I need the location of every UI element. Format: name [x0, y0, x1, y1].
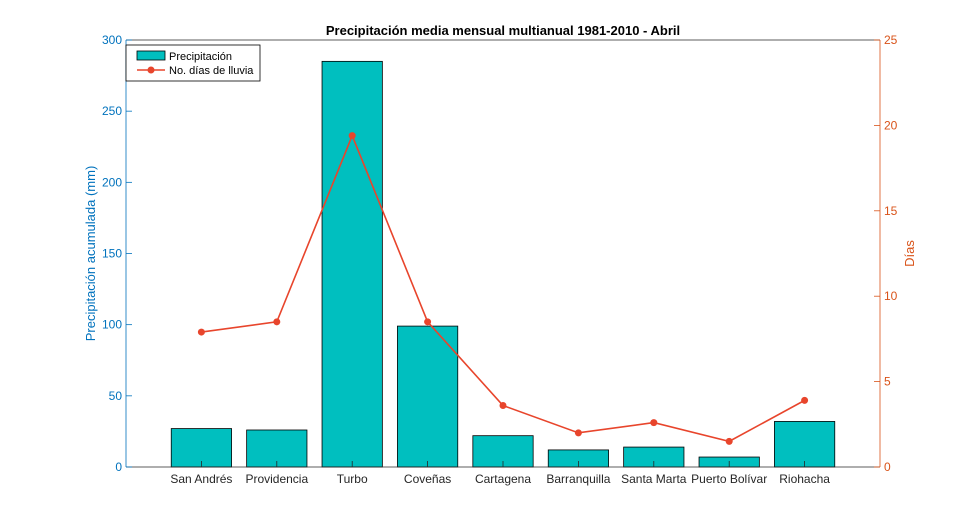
line-series-group: [197, 132, 809, 445]
y-tick-label-left-1: 50: [109, 389, 123, 403]
legend: Precipitación No. días de lluvia: [125, 44, 261, 82]
bar-2: [321, 60, 383, 468]
bars-group: [170, 60, 836, 468]
y-axis-label-right: Días: [902, 240, 917, 267]
x-tick-label-1: Providencia: [245, 472, 308, 486]
dias-point-0: [197, 328, 205, 336]
dias-point-2: [348, 132, 356, 140]
y-tick-label-left-5: 250: [102, 104, 122, 118]
y-axis-label-left: Precipitación acumulada (mm): [83, 166, 98, 342]
dias-point-1: [273, 318, 281, 326]
x-tick-label-8: Riohacha: [779, 472, 830, 486]
axes-group: 0 50 100 150 200 250 300 0 5 10 15 20 25 San Andrés Pr…: [102, 33, 898, 486]
dias-point-3: [424, 318, 432, 326]
dias-point-7: [725, 437, 733, 445]
x-tick-label-2: Turbo: [337, 472, 368, 486]
dias-point-5: [574, 429, 582, 437]
bar-3: [397, 325, 459, 468]
y-tick-label-left-6: 300: [102, 33, 122, 47]
legend-label-precipitacion: Precipitación: [169, 51, 232, 63]
y-tick-label-right-5: 25: [884, 33, 898, 47]
y-tick-label-left-2: 100: [102, 318, 122, 332]
x-tick-label-5: Barranquilla: [546, 472, 610, 486]
dias-point-8: [801, 396, 809, 404]
y-tick-label-left-0: 0: [115, 460, 122, 474]
x-tick-label-4: Cartagena: [475, 472, 531, 486]
legend-line-marker: [147, 66, 155, 74]
y-tick-label-left-3: 150: [102, 247, 122, 261]
dias-point-4: [499, 402, 507, 410]
legend-bar-swatch: [136, 50, 166, 61]
x-tick-label-3: Coveñas: [404, 472, 451, 486]
legend-label-dias: No. días de lluvia: [169, 65, 254, 77]
y-tick-label-right-4: 20: [884, 118, 898, 132]
bar-8: [774, 421, 836, 468]
y-tick-label-left-4: 200: [102, 175, 122, 189]
x-tick-label-7: Puerto Bolívar: [691, 472, 767, 486]
y-tick-label-right-2: 10: [884, 289, 898, 303]
chart-title: Precipitación media mensual multianual 1…: [326, 23, 680, 38]
bar-1: [246, 429, 308, 468]
x-tick-label-0: San Andrés: [170, 472, 232, 486]
y-tick-label-right-1: 5: [884, 375, 891, 389]
y-tick-label-right-0: 0: [884, 460, 891, 474]
dias-lluvia-line: [201, 133, 805, 443]
y-tick-label-right-3: 15: [884, 204, 898, 218]
x-tick-label-6: Santa Marta: [621, 472, 687, 486]
bar-0: [170, 428, 232, 468]
dias-point-6: [650, 419, 658, 427]
